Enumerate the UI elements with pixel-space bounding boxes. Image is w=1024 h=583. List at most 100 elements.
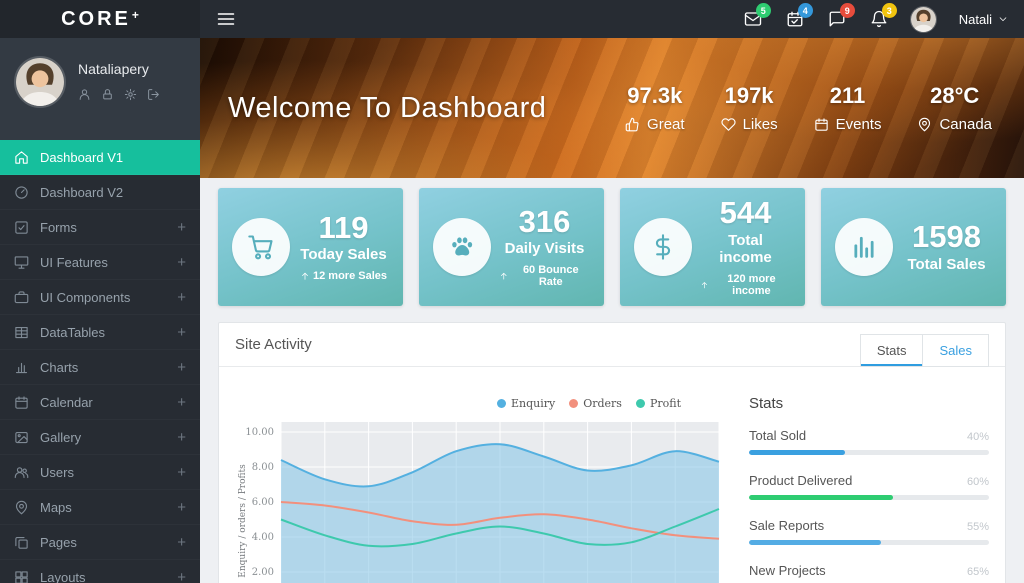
hero-stat-value: 28°C xyxy=(930,83,980,108)
home-icon xyxy=(14,150,29,165)
profile-avatar[interactable] xyxy=(14,56,66,108)
legend-label: Enquiry xyxy=(510,397,556,410)
user-icon xyxy=(78,88,91,101)
sidebar-item-users[interactable]: Users + xyxy=(0,455,200,490)
user-avatar[interactable] xyxy=(909,5,937,33)
legend-dot xyxy=(569,399,579,408)
sidebar-item-label: UI Components xyxy=(40,289,131,305)
topbar-notifications: 5 4 9 3 xyxy=(744,3,897,28)
mail-icon xyxy=(744,10,762,28)
sidebar-item-layouts[interactable]: Layouts + xyxy=(0,560,200,583)
gauge-icon xyxy=(14,185,29,200)
expand-plus: + xyxy=(177,323,186,341)
expand-plus: + xyxy=(177,498,186,516)
panel-header: Site Activity Stats Sales xyxy=(219,323,1005,367)
calendar-icon xyxy=(814,117,829,132)
user-menu[interactable]: Natali xyxy=(959,12,1008,27)
notification-badge: 4 xyxy=(797,3,813,18)
profile-actions xyxy=(78,88,160,101)
mail-button[interactable]: 5 xyxy=(744,3,771,28)
sidebar-item-maps[interactable]: Maps + xyxy=(0,490,200,525)
topbar: 5 4 9 3 Natali xyxy=(200,0,1024,38)
sidebar-item-datatables[interactable]: DataTables + xyxy=(0,315,200,350)
card-label: Total income xyxy=(719,231,772,266)
sidebar-item-label: Dashboard V2 xyxy=(40,184,124,200)
arrow-up-icon xyxy=(499,271,509,281)
series-enquiry-line xyxy=(280,443,720,488)
card-icon-circle xyxy=(433,218,491,276)
progress-track xyxy=(749,450,989,455)
svg-text:4.00: 4.00 xyxy=(252,532,274,543)
card-content: 544 Total income 120 more income xyxy=(700,197,791,297)
progress-value: 55% xyxy=(966,521,989,533)
briefcase-icon xyxy=(14,290,29,305)
chat-button[interactable]: 9 xyxy=(828,3,855,28)
expand-plus: + xyxy=(177,218,186,236)
svg-text:8.00: 8.00 xyxy=(252,462,274,473)
sidebar-item-forms[interactable]: Forms + xyxy=(0,210,200,245)
hero-stat-label: Events xyxy=(814,116,881,133)
legend-orders[interactable]: Orders xyxy=(569,397,622,410)
svg-text:2.00: 2.00 xyxy=(252,567,274,578)
arrow-up-icon xyxy=(300,271,310,281)
bar-chart-icon xyxy=(14,360,29,375)
profile-gear-button[interactable] xyxy=(124,88,137,101)
panel-body: Enquiry Orders Profit 10.00 8.00 6.00 4.00 2.0… xyxy=(219,367,1005,583)
hero-stat-label: Great xyxy=(625,116,685,133)
sidebar-item-dashboard-v1[interactable]: Dashboard V1 xyxy=(0,140,200,175)
legend-profit[interactable]: Profit xyxy=(635,397,681,410)
profile-user-button[interactable] xyxy=(78,88,91,101)
arrow-up-icon xyxy=(700,280,709,290)
tasks-button[interactable]: 4 xyxy=(786,3,813,28)
sidebar-item-ui-features[interactable]: UI Features + xyxy=(0,245,200,280)
stat-card-total-income: 544 Total income 120 more income xyxy=(620,188,805,306)
sidebar-item-charts[interactable]: Charts + xyxy=(0,350,200,385)
card-label: Total Sales xyxy=(907,255,986,273)
series-orders-line xyxy=(280,501,720,540)
profile-lock-button[interactable] xyxy=(101,88,114,101)
users-icon xyxy=(14,465,29,480)
progress-fill xyxy=(749,495,893,500)
hero-stat-label-text: Canada xyxy=(939,116,992,133)
hero-stat-great: 97.3k Great xyxy=(625,83,685,133)
bell-icon xyxy=(870,10,888,28)
sidebar-item-label: Calendar xyxy=(40,394,93,410)
expand-plus: + xyxy=(177,393,186,411)
legend-enquiry[interactable]: Enquiry xyxy=(496,397,556,410)
hero-title: Welcome To Dashboard xyxy=(228,91,547,124)
expand-plus: + xyxy=(177,568,186,583)
chart-area: Enquiry Orders Profit 10.00 8.00 6.00 4.00 2.0… xyxy=(235,381,725,583)
hero-stat-value: 211 xyxy=(829,83,866,108)
card-subtext: 120 more income xyxy=(700,273,791,297)
hamburger-menu-button[interactable] xyxy=(216,9,236,29)
expand-plus: + xyxy=(177,288,186,306)
table-icon xyxy=(14,325,29,340)
main-area: 5 4 9 3 Natali Welcome To Dashboard 97.3k Gr… xyxy=(200,0,1024,583)
legend-label: Orders xyxy=(583,397,622,410)
chart-legend: Enquiry Orders Profit xyxy=(235,397,681,410)
tab-stats[interactable]: Stats xyxy=(860,335,923,366)
bell-button[interactable]: 3 xyxy=(870,3,897,28)
legend-dot xyxy=(496,399,506,408)
sidebar-item-calendar[interactable]: Calendar + xyxy=(0,385,200,420)
sidebar-item-label: Maps xyxy=(40,499,72,515)
sidebar-item-label: DataTables xyxy=(40,324,106,340)
sidebar-item-dashboard-v2[interactable]: Dashboard V2 xyxy=(0,175,200,210)
series-enquiry-area xyxy=(281,444,719,583)
sidebar-item-ui-components[interactable]: UI Components + xyxy=(0,280,200,315)
sidebar-item-label: Gallery xyxy=(40,429,82,445)
progress-fill xyxy=(749,450,845,455)
sidebar-item-gallery[interactable]: Gallery + xyxy=(0,420,200,455)
caret-down-icon xyxy=(998,14,1008,24)
stat-cards-row: 119 Today Sales 12 more Sales 316 Daily Visi… xyxy=(218,188,1006,306)
card-value: 119 xyxy=(318,209,369,245)
tab-sales[interactable]: Sales xyxy=(922,335,988,366)
sidebar-item-pages[interactable]: Pages + xyxy=(0,525,200,560)
stat-card-total-sales: 1598 Total Sales xyxy=(821,188,1006,306)
profile-signout-button[interactable] xyxy=(147,88,160,101)
progress-label: Product Delivered xyxy=(749,473,853,488)
logo[interactable]: CORE + xyxy=(0,0,200,38)
sidebar-item-label: Layouts xyxy=(40,569,86,583)
heart-icon xyxy=(721,117,736,132)
stat-card-today-sales: 119 Today Sales 12 more Sales xyxy=(218,188,403,306)
